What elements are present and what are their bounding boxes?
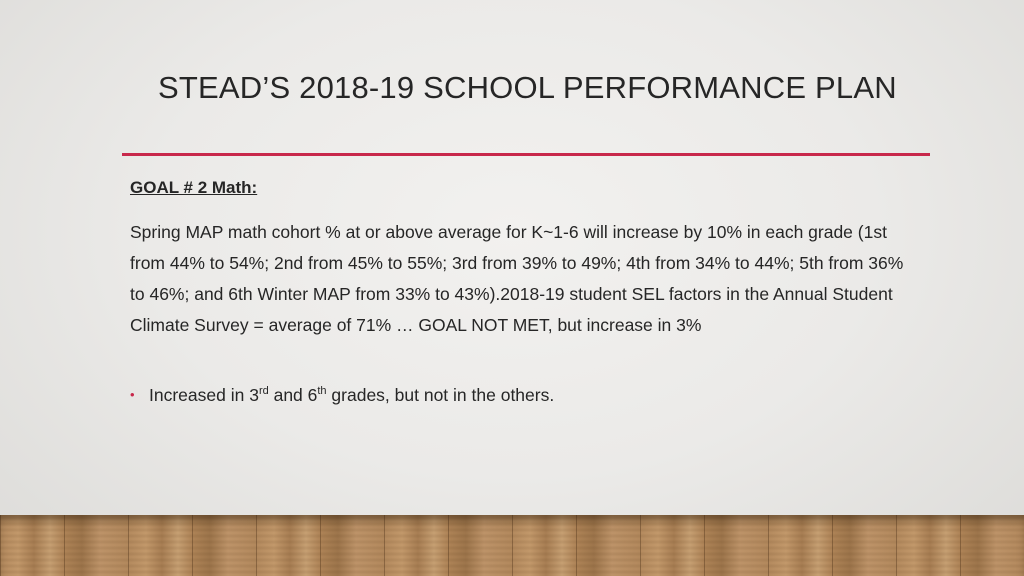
goal-description: Spring MAP math cohort % at or above ave… bbox=[130, 222, 904, 335]
bullet-text-part2: and 6 bbox=[268, 385, 318, 405]
bullet-superscript-th: th bbox=[317, 385, 327, 397]
wood-floor-decoration bbox=[0, 515, 1024, 576]
title-divider bbox=[122, 153, 930, 156]
bullet-icon: • bbox=[130, 387, 135, 402]
bullet-superscript-rd: rd bbox=[258, 385, 269, 397]
bullet-text-part3: grades, but not in the others. bbox=[326, 385, 555, 405]
bullet-text-part1: Increased in 3 bbox=[149, 385, 259, 405]
goal-heading: GOAL # 2 Math: bbox=[130, 178, 258, 197]
bullet-item: • Increased in 3rd and 6th grades, but no… bbox=[130, 381, 554, 409]
slide-title: STEAD’S 2018-19 SCHOOL PERFORMANCE PLAN bbox=[158, 70, 897, 105]
